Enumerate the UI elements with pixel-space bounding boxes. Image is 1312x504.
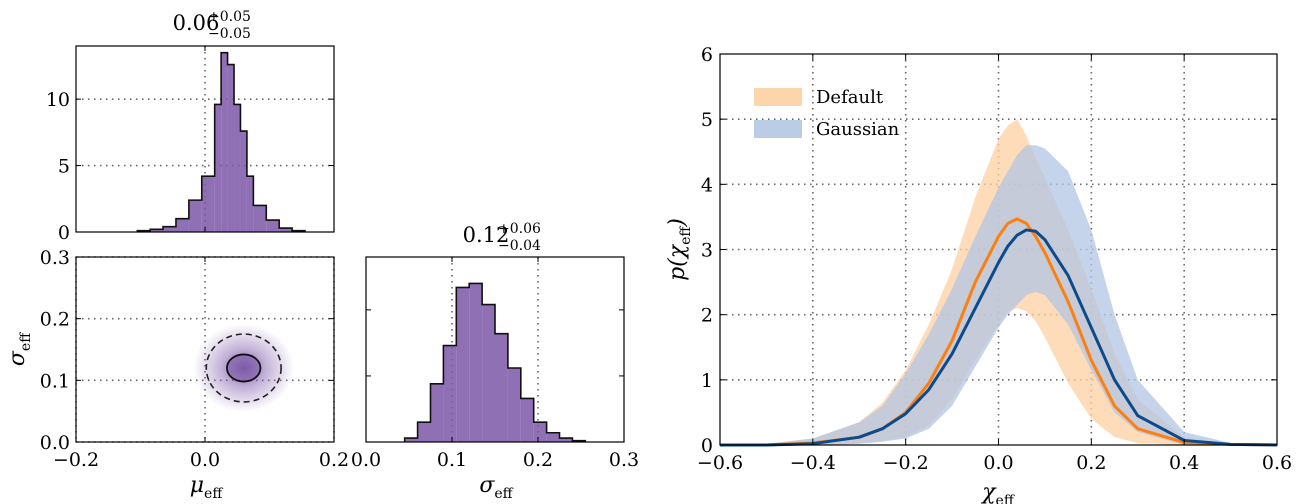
x-tick-label: 0.1 [437,449,467,471]
y-tick-label: 4 [701,174,713,196]
legend-label-gaussian: Gaussian [816,119,900,140]
histogram-bar [507,368,521,442]
sigma-marginal-panel: 0.0 0.1 0.2 0.3 σeff 0.12+0.06 −0.04 [351,221,639,502]
histogram-bar [520,398,534,442]
histogram-bar [246,176,254,232]
legend-swatch-gaussian [754,120,802,138]
credible-band-gaussian [720,145,1277,445]
histogram-bar [266,220,280,232]
x-tick-label: 0.0 [351,449,381,471]
y-tick-label: 1 [701,370,713,392]
histogram-bar [175,218,189,232]
median-line-gaussian [720,228,1278,447]
axes-frame [365,256,625,443]
x-tick-label: 0.0 [190,449,220,471]
y-tick-label: 2 [701,305,713,327]
y-tick-label: 0.3 [40,247,70,269]
histogram-bar [240,131,247,232]
histogram-bar [188,200,202,232]
histogram-bar [279,228,293,232]
histogram-bar [214,104,222,232]
histogram-outline [403,282,587,442]
y-tick-label: 0 [701,435,713,457]
histogram-bar [559,438,573,442]
x-axis-label: χeff [980,480,1015,504]
legend: Default Gaussian [754,87,900,140]
panel-title: 0.06+0.05 −0.05 [173,9,251,42]
x-axis-label: σeff [479,473,513,502]
contour-inner [226,353,262,383]
mu-marginal-panel: 0 5 10 0.06+0.05 −0.05 [46,9,335,244]
y-axis-label: p(χeff) [665,218,694,281]
histogram-bar [469,283,483,442]
histogram-bar [482,304,495,442]
x-tick-label: 0.2 [523,449,553,471]
x-tick-label: −0.2 [53,449,99,471]
legend-label-default: Default [816,87,884,108]
legend-swatch-default [754,88,802,106]
x-tick-label: 0.0 [983,452,1013,474]
y-tick-label: 5 [701,109,713,131]
x-tick-label: −0.2 [883,452,929,474]
x-tick-label: 0.2 [319,449,349,471]
x-tick-label: 0.4 [1169,452,1199,474]
histogram-bar [163,226,176,232]
y-axis-label: σeff [5,332,34,366]
histogram-bar [456,287,470,442]
x-tick-label: −0.6 [697,452,743,474]
x-tick-label: 0.3 [609,449,639,471]
histogram-bar [404,438,418,442]
y-tick-label: 0.1 [40,370,70,392]
histogram-bar [234,104,241,232]
y-tick-label: 0.2 [40,309,70,331]
histogram-bar [227,64,235,232]
histogram-outline [136,51,306,232]
y-tick-label: 6 [701,44,713,66]
x-tick-label: 0.6 [1262,452,1292,474]
x-tick-label: −0.4 [790,452,836,474]
p-chi-eff-panel: 0 1 2 3 4 5 6 −0.6 −0.4 −0.2 0.0 0.2 0.4 0.6 χeff p(χef… [665,44,1292,504]
y-tick-label: 0 [58,222,70,244]
y-tick-label: 10 [46,89,70,111]
histogram-bar [221,52,228,233]
x-axis-label: μeff [190,473,224,502]
histogram-bar [201,176,215,232]
histogram-bar [443,345,457,442]
histogram-bar [533,422,547,442]
y-tick-label: 3 [701,240,713,262]
histogram-bar [150,229,164,232]
contour-outer [205,333,282,403]
x-tick-label: 0.2 [1076,452,1106,474]
histogram-bar [430,383,444,442]
histogram-bar [417,422,431,442]
histogram-bar [253,205,267,232]
panel-title: 0.12+0.06 −0.04 [463,221,541,254]
histogram-bar [495,333,508,442]
histogram-bar [546,432,560,442]
y-tick-label: 0.0 [40,432,70,454]
y-tick-label: 5 [58,156,70,178]
